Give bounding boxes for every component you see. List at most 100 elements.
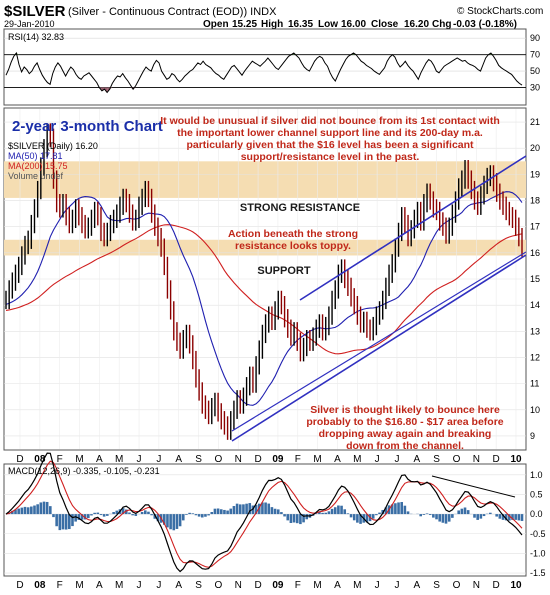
upper-channel-line	[299, 155, 527, 301]
price-month-label: D	[254, 454, 261, 465]
price-tick-label: 16	[530, 248, 540, 258]
close-value: 16.20	[404, 19, 429, 30]
macd-month-label: F	[295, 580, 301, 591]
price-month-label: A	[413, 454, 420, 465]
price-tick-label: 9	[530, 431, 535, 441]
macd-month-label: J	[156, 580, 161, 591]
low-label: Low	[318, 19, 338, 30]
price-tick-label: 12	[530, 352, 540, 362]
lower-channel-line-inner	[231, 251, 527, 432]
macd-month-label: F	[57, 580, 63, 591]
resistance-label: STRONG RESISTANCE	[240, 202, 360, 214]
date: 29-Jan-2010	[4, 19, 55, 29]
price-tick-label: 10	[530, 405, 540, 415]
macd-month-label: D	[16, 580, 23, 591]
price-month-label: 10	[510, 454, 522, 465]
low-value: 16.00	[341, 19, 366, 30]
rsi-legend: RSI(14) 32.83	[8, 32, 64, 42]
price-month-label: S	[195, 454, 202, 465]
price-month-label: O	[453, 454, 461, 465]
macd-month-label: N	[473, 580, 480, 591]
price-month-label: J	[137, 454, 142, 465]
chg-label: Chg	[432, 19, 451, 30]
price-tick-label: 21	[530, 117, 540, 127]
price-month-label: J	[394, 454, 399, 465]
macd-month-label: M	[75, 580, 83, 591]
macd-month-label: O	[453, 580, 461, 591]
price-month-label: F	[57, 454, 63, 465]
bottom-comment: Silver is thought likely to bounce here …	[306, 404, 503, 452]
macd-month-label: S	[433, 580, 440, 591]
action-comment-line: resistance looks toppy.	[235, 240, 351, 252]
price-legend-ma200: MA(200) 15.75	[8, 161, 68, 171]
price-month-label: 09	[272, 454, 284, 465]
price-month-label: N	[473, 454, 480, 465]
macd-tick-label: 0.5	[530, 489, 543, 499]
price-tick-label: 14	[530, 300, 540, 310]
resistance-zone	[4, 161, 526, 198]
symbol: $SILVER	[4, 3, 66, 20]
rsi-layer: 30 50 70 90	[4, 33, 540, 94]
price-month-label: 08	[34, 454, 46, 465]
top-comment: It would be unusual if silver did not bo…	[160, 115, 500, 163]
macd-month-label: 10	[510, 580, 522, 591]
bottom-comment-line: dropping away again and breaking	[319, 428, 492, 440]
price-legend: $SILVER (Daily) 16.20 MA(50) 17.81 MA(20…	[8, 141, 98, 181]
price-legend-symbol: $SILVER (Daily) 16.20	[8, 141, 98, 151]
top-comment-line: the important lower channel support line…	[177, 127, 483, 139]
action-comment-line: Action beneath the strong	[228, 228, 358, 240]
price-month-label: A	[334, 454, 341, 465]
price-month-label: S	[433, 454, 440, 465]
price-month-label: M	[353, 454, 361, 465]
macd-tick-label: -1.5	[530, 568, 546, 578]
macd-legend: MACD(12,26,9) -0.335, -0.105, -0.231	[8, 466, 160, 476]
price-month-label: N	[235, 454, 242, 465]
macd-tick-label: -0.5	[530, 529, 546, 539]
price-legend-ma50: MA(50) 17.81	[8, 151, 63, 161]
description: (Silver - Continuous Contract (EOD)) IND…	[68, 6, 277, 18]
ma50-line	[5, 191, 523, 406]
price-month-label: A	[96, 454, 103, 465]
action-comment: Action beneath the strong resistance loo…	[228, 228, 358, 252]
price-month-label: J	[156, 454, 161, 465]
macd-divergence-line	[431, 475, 516, 498]
rsi-panel	[3, 28, 527, 106]
price-tick-label: 18	[530, 196, 540, 206]
price-legend-volume: Volume undef	[8, 171, 64, 181]
price-month-label: A	[175, 454, 182, 465]
ohlc-bar: Open 15.25 High 16.35 Low 16.00 Close 16…	[203, 19, 517, 30]
price-tick-label: 13	[530, 326, 540, 336]
macd-tick-label: 0.0	[530, 509, 543, 519]
macd-month-label: J	[394, 580, 399, 591]
macd-line	[5, 452, 523, 573]
price-tick-label: 17	[530, 222, 540, 232]
price-month-label: D	[16, 454, 23, 465]
price-month-label: M	[313, 454, 321, 465]
top-comment-line: particularly given that the $16 level ha…	[186, 139, 474, 151]
top-comment-line: It would be unusual if silver did not bo…	[160, 115, 500, 127]
close-label: Close	[371, 19, 399, 30]
chg-value: -0.03 (-0.18%)	[453, 19, 517, 30]
site-credit: © StockCharts.com	[457, 6, 543, 17]
rsi-tick-label: 30	[530, 83, 540, 93]
price-tick-label: 19	[530, 169, 540, 179]
price-month-label: O	[215, 454, 223, 465]
macd-month-label: N	[235, 580, 242, 591]
macd-month-label: A	[96, 580, 103, 591]
high-label: High	[261, 19, 283, 30]
macd-month-label: M	[353, 580, 361, 591]
rsi-line	[5, 51, 523, 94]
macd-month-label: 08	[34, 580, 46, 591]
macd-month-label: 09	[272, 580, 284, 591]
rsi-tick-label: 50	[530, 66, 540, 76]
macd-month-label: S	[195, 580, 202, 591]
price-month-label: D	[493, 454, 500, 465]
macd-month-label: M	[115, 580, 123, 591]
macd-month-label: J	[375, 580, 380, 591]
chart-title: 2-year 3-month Chart	[12, 118, 163, 135]
macd-month-label: D	[254, 580, 261, 591]
open-value: 15.25	[232, 19, 257, 30]
rsi-tick-label: 90	[530, 33, 540, 43]
